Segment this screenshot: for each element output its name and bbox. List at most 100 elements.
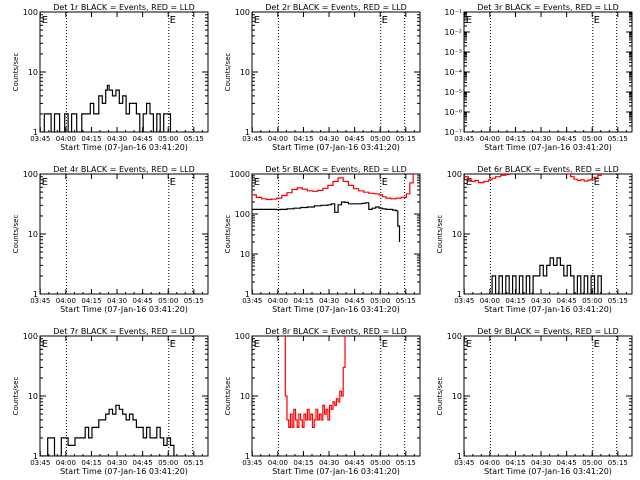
event-marker-label: E	[42, 15, 48, 26]
x-axis-label: Start Time (07-Jan-16 03:41:20)	[272, 467, 400, 476]
lld-series-line	[464, 174, 510, 184]
panel-det-5: Det 5r BLACK = Events, RED = LLD E E 1 10 100…	[224, 165, 421, 314]
x-tick-label: 04:00	[56, 459, 76, 467]
x-tick-label: 04:30	[107, 297, 127, 305]
x-tick-label: 04:15	[81, 459, 101, 467]
event-marker-label: E	[254, 177, 260, 188]
x-tick-label: 03:45	[242, 459, 262, 467]
x-tick-label: 04:15	[293, 135, 313, 143]
x-tick-label: 04:45	[557, 297, 577, 305]
y-tick-label: 1	[33, 452, 38, 461]
x-tick-label: 04:30	[531, 135, 551, 143]
y-axis-label: Counts/sec	[436, 215, 444, 254]
x-tick-label: 04:30	[107, 459, 127, 467]
x-tick-label: 04:00	[268, 459, 288, 467]
y-tick-label: 100	[235, 8, 250, 17]
y-tick-label: 100	[23, 170, 38, 179]
plot-frame	[463, 11, 633, 133]
x-tick-label: 05:15	[608, 459, 628, 467]
plot-frame	[251, 173, 421, 295]
panel-title: Det 8r BLACK = Events, RED = LLD	[265, 327, 407, 336]
x-tick-label: 05:00	[158, 297, 178, 305]
x-tick-label: 04:00	[480, 459, 500, 467]
y-tick-label: 10⁻⁶	[444, 108, 462, 117]
x-tick-label: 04:00	[268, 135, 288, 143]
x-tick-label: 04:45	[345, 459, 365, 467]
x-tick-label: 03:45	[30, 297, 50, 305]
x-tick-label: 04:30	[531, 459, 551, 467]
panel-title: Det 4r BLACK = Events, RED = LLD	[53, 165, 195, 174]
panel-det-9: Det 9r BLACK = Events, RED = LLD E E 1 10 100…	[436, 327, 633, 476]
x-tick-label: 04:30	[319, 297, 339, 305]
panel-title: Det 2r BLACK = Events, RED = LLD	[265, 3, 407, 12]
events-series-line	[40, 404, 175, 456]
plot-frame	[251, 11, 421, 133]
panel-det-1: Det 1r BLACK = Events, RED = LLD E E 1 10 100…	[12, 3, 209, 152]
x-tick-label: 04:45	[133, 297, 153, 305]
y-tick-label: 1	[457, 452, 462, 461]
events-series-line	[252, 201, 401, 242]
y-tick-label: 10⁻⁷	[444, 128, 462, 137]
x-tick-label: 05:15	[396, 459, 416, 467]
y-axis-label: Counts/sec	[436, 377, 444, 416]
y-axis-label: Counts/sec	[224, 215, 232, 254]
x-axis-label: Start Time (07-Jan-16 03:41:20)	[484, 143, 612, 152]
x-tick-label: 05:15	[396, 135, 416, 143]
panel-title: Det 7r BLACK = Events, RED = LLD	[53, 327, 195, 336]
plot-frame	[463, 173, 633, 295]
x-tick-label: 05:00	[370, 459, 390, 467]
panel-title: Det 9r BLACK = Events, RED = LLD	[477, 327, 619, 336]
x-tick-label: 05:15	[396, 297, 416, 305]
events-series-line	[40, 84, 172, 132]
y-tick-label: 10⁻⁵	[444, 88, 462, 97]
x-tick-label: 04:45	[557, 459, 577, 467]
y-tick-label: 10	[240, 392, 250, 401]
y-tick-label: 100	[447, 332, 462, 341]
event-marker-label: E	[254, 15, 260, 26]
event-marker-label: E	[42, 339, 48, 350]
panel-title: Det 6r BLACK = Events, RED = LLD	[477, 165, 619, 174]
event-marker-label: E	[42, 177, 48, 188]
x-tick-label: 04:15	[293, 459, 313, 467]
y-tick-label: 10⁻³	[444, 48, 462, 57]
y-tick-label: 1	[33, 128, 38, 137]
event-marker-label: E	[254, 339, 260, 350]
x-tick-label: 05:15	[184, 297, 204, 305]
y-tick-label: 10	[28, 68, 38, 77]
y-tick-label: 10	[452, 230, 462, 239]
lld-series-line	[252, 174, 417, 201]
event-marker-label: E	[170, 177, 176, 188]
event-marker-label: E	[170, 339, 176, 350]
event-marker-label: E	[594, 339, 600, 350]
y-tick-label: 10	[452, 392, 462, 401]
x-axis-label: Start Time (07-Jan-16 03:41:20)	[272, 305, 400, 314]
y-axis-label: Counts/sec	[12, 53, 20, 92]
y-tick-label: 1	[33, 290, 38, 299]
y-tick-label: 100	[235, 210, 250, 219]
y-tick-label: 1000	[230, 170, 250, 179]
y-tick-label: 1	[245, 290, 250, 299]
plot-frame	[251, 335, 421, 457]
y-axis-label: Counts/sec	[12, 377, 20, 416]
panel-det-7: Det 7r BLACK = Events, RED = LLD E E 1 10 100…	[12, 327, 209, 476]
x-tick-label: 04:00	[480, 297, 500, 305]
x-tick-label: 04:15	[505, 297, 525, 305]
panel-det-2: Det 2r BLACK = Events, RED = LLD E E 1 10 100…	[224, 3, 421, 152]
y-tick-label: 1	[245, 452, 250, 461]
x-tick-label: 04:15	[81, 135, 101, 143]
x-tick-label: 03:45	[454, 297, 474, 305]
panel-title: Det 5r BLACK = Events, RED = LLD	[265, 165, 407, 174]
x-tick-label: 05:15	[608, 297, 628, 305]
lld-series-line	[283, 336, 346, 428]
event-marker-label: E	[382, 339, 388, 350]
panel-det-8: Det 8r BLACK = Events, RED = LLD E E 1 10 100…	[224, 327, 421, 476]
x-axis-label: Start Time (07-Jan-16 03:41:20)	[272, 143, 400, 152]
y-tick-label: 100	[23, 8, 38, 17]
x-tick-label: 03:45	[454, 135, 474, 143]
x-tick-label: 04:30	[319, 459, 339, 467]
plot-frame	[463, 335, 633, 457]
y-tick-label: 10	[240, 68, 250, 77]
y-axis-label: Counts/sec	[224, 377, 232, 416]
x-axis-label: Start Time (07-Jan-16 03:41:20)	[60, 467, 188, 476]
